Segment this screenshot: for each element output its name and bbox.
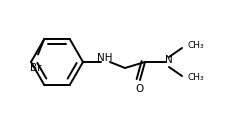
Text: NH: NH [97,53,113,63]
Text: N: N [165,55,173,65]
Text: CH₃: CH₃ [188,41,205,51]
Text: Br: Br [30,63,42,74]
Text: CH₃: CH₃ [188,74,205,82]
Text: O: O [136,84,144,94]
